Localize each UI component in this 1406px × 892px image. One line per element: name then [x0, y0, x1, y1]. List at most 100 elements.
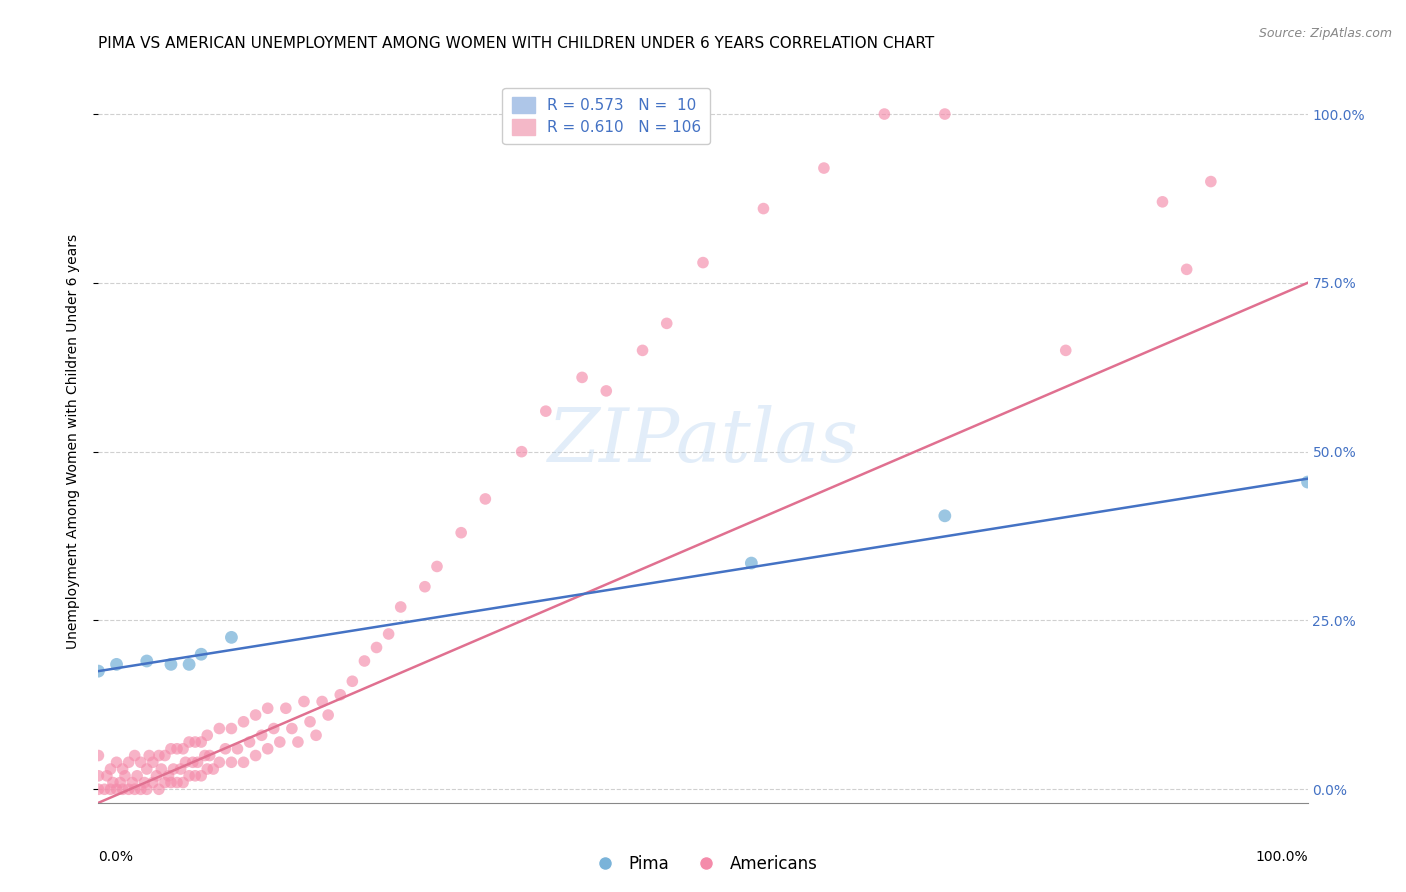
Point	[311, 694, 333, 708]
Point	[118, 782, 141, 797]
Point	[166, 741, 188, 756]
Point	[934, 508, 956, 523]
Point	[214, 741, 236, 756]
Point	[96, 769, 118, 783]
Point	[118, 756, 141, 770]
Point	[281, 722, 304, 736]
Point	[221, 722, 243, 736]
Point	[111, 762, 134, 776]
Point	[138, 748, 160, 763]
Point	[190, 647, 212, 661]
Point	[108, 775, 131, 789]
Point	[269, 735, 291, 749]
Point	[813, 161, 835, 175]
Point	[194, 748, 217, 763]
Point	[239, 735, 262, 749]
Point	[245, 748, 267, 763]
Point	[226, 741, 249, 756]
Point	[256, 741, 278, 756]
Text: ZIPatlas: ZIPatlas	[547, 405, 859, 478]
Point	[250, 728, 273, 742]
Point	[172, 741, 194, 756]
Point	[595, 384, 617, 398]
Point	[142, 775, 165, 789]
Point	[1199, 175, 1222, 189]
Point	[389, 599, 412, 614]
Point	[934, 107, 956, 121]
Point	[111, 782, 134, 797]
Point	[101, 775, 124, 789]
Point	[162, 762, 184, 776]
Point	[1054, 343, 1077, 358]
Point	[172, 775, 194, 789]
Point	[366, 640, 388, 655]
Point	[129, 782, 152, 797]
Point	[127, 769, 149, 783]
Point	[153, 775, 176, 789]
Point	[655, 317, 678, 331]
Point	[105, 782, 128, 797]
Point	[263, 722, 285, 736]
Point	[299, 714, 322, 729]
Point	[208, 756, 231, 770]
Text: PIMA VS AMERICAN UNEMPLOYMENT AMONG WOMEN WITH CHILDREN UNDER 6 YEARS CORRELATIO: PIMA VS AMERICAN UNEMPLOYMENT AMONG WOME…	[98, 36, 935, 51]
Point	[142, 756, 165, 770]
Point	[873, 107, 896, 121]
Point	[510, 444, 533, 458]
Point	[150, 762, 173, 776]
Point	[105, 756, 128, 770]
Point	[474, 491, 496, 506]
Point	[692, 255, 714, 269]
Point	[179, 735, 201, 749]
Point	[232, 756, 254, 770]
Point	[221, 756, 243, 770]
Point	[135, 782, 157, 797]
Text: 0.0%: 0.0%	[98, 850, 134, 863]
Point	[1175, 262, 1198, 277]
Point	[287, 735, 309, 749]
Point	[292, 694, 315, 708]
Point	[153, 748, 176, 763]
Point	[202, 762, 225, 776]
Point	[274, 701, 297, 715]
Point	[195, 728, 218, 742]
Legend: Pima, Americans: Pima, Americans	[582, 848, 824, 880]
Legend: R = 0.573   N =  10, R = 0.610   N = 106: R = 0.573 N = 10, R = 0.610 N = 106	[502, 88, 710, 145]
Point	[316, 708, 339, 723]
Point	[245, 708, 267, 723]
Point	[184, 769, 207, 783]
Point	[134, 775, 156, 789]
Point	[160, 741, 183, 756]
Point	[145, 769, 167, 783]
Point	[160, 657, 183, 672]
Point	[157, 769, 180, 783]
Point	[740, 556, 762, 570]
Point	[166, 775, 188, 789]
Point	[124, 748, 146, 763]
Point	[87, 748, 110, 763]
Point	[148, 782, 170, 797]
Point	[160, 775, 183, 789]
Point	[426, 559, 449, 574]
Point	[148, 748, 170, 763]
Point	[190, 735, 212, 749]
Point	[87, 769, 110, 783]
Text: 100.0%: 100.0%	[1256, 850, 1308, 863]
Text: Source: ZipAtlas.com: Source: ZipAtlas.com	[1258, 27, 1392, 40]
Point	[179, 769, 201, 783]
Point	[187, 756, 209, 770]
Point	[169, 762, 191, 776]
Point	[450, 525, 472, 540]
Point	[752, 202, 775, 216]
Point	[198, 748, 221, 763]
Y-axis label: Unemployment Among Women with Children Under 6 years: Unemployment Among Women with Children U…	[66, 234, 80, 649]
Point	[105, 657, 128, 672]
Point	[174, 756, 197, 770]
Point	[221, 631, 243, 645]
Point	[114, 769, 136, 783]
Point	[121, 775, 143, 789]
Point	[1152, 194, 1174, 209]
Point	[135, 762, 157, 776]
Point	[377, 627, 399, 641]
Point	[87, 664, 110, 678]
